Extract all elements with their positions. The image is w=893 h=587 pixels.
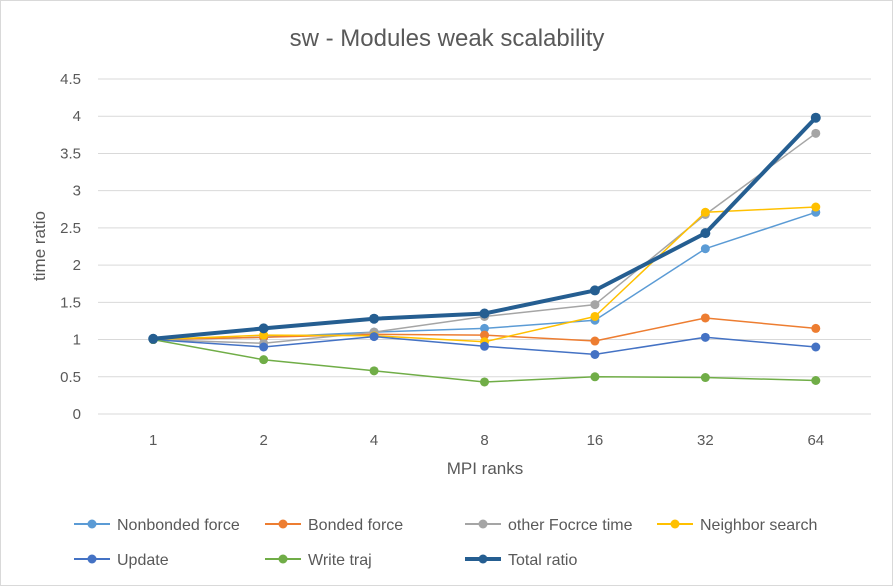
series-layer	[148, 112, 821, 387]
legend-item: Write traj	[265, 552, 372, 569]
data-point	[811, 342, 821, 352]
series-6	[148, 112, 821, 344]
legend-label: Write traj	[308, 552, 372, 569]
data-point	[590, 349, 600, 359]
x-tick-label: 1	[149, 432, 157, 449]
data-point	[259, 355, 269, 365]
y-tick-label: 4.5	[60, 71, 81, 88]
y-tick-label: 4	[73, 108, 81, 125]
y-tick-label: 3.5	[60, 145, 81, 162]
data-point	[480, 377, 489, 387]
legend-item: Neighbor search	[657, 517, 817, 534]
data-point	[590, 336, 600, 346]
x-axis-title: MPI ranks	[447, 459, 524, 478]
data-point	[590, 372, 600, 382]
legend-label: Total ratio	[508, 552, 577, 569]
data-point	[700, 313, 710, 323]
data-point	[811, 376, 821, 385]
x-axis-ticks: 1 2 4 8 16 32 64	[149, 432, 824, 449]
legend-label: Bonded force	[308, 517, 403, 534]
data-point	[700, 244, 710, 254]
legend-swatch-marker	[670, 519, 680, 529]
legend-item: other Focrce time	[465, 517, 633, 534]
legend-label: other Focrce time	[508, 517, 633, 534]
data-point	[590, 311, 600, 321]
x-tick-label: 16	[587, 432, 604, 449]
data-point	[811, 323, 821, 333]
y-tick-label: 2.5	[60, 220, 81, 237]
data-point	[480, 323, 489, 333]
x-tick-label: 2	[259, 432, 267, 449]
data-point	[700, 332, 710, 342]
legend-swatch-marker	[478, 519, 488, 529]
data-point	[259, 342, 269, 352]
gridlines	[98, 78, 871, 415]
series-line	[152, 206, 817, 343]
legend-item: Total ratio	[465, 552, 577, 569]
data-point	[369, 332, 379, 342]
y-tick-label: 2	[73, 257, 81, 274]
legend-swatch-marker	[87, 554, 97, 564]
legend-item: Update	[74, 552, 169, 569]
data-point	[258, 323, 269, 334]
data-point	[811, 128, 821, 138]
legend-swatch-marker	[87, 519, 97, 529]
x-tick-label: 4	[370, 432, 378, 449]
data-point	[369, 366, 379, 376]
y-axis-ticks: 0 0.5 1 1.5 2 2.5 3 3.5 4 4.5	[60, 71, 81, 423]
data-point	[589, 285, 600, 296]
x-tick-label: 64	[807, 432, 824, 449]
data-point	[590, 300, 600, 310]
y-axis-title: time ratio	[30, 211, 49, 281]
y-tick-label: 0	[73, 406, 81, 423]
x-tick-label: 32	[697, 432, 714, 449]
x-tick-label: 8	[480, 432, 488, 449]
legend-swatch-marker	[278, 554, 288, 564]
legend-label: Nonbonded force	[117, 517, 240, 534]
chart-title: sw - Modules weak scalability	[290, 25, 605, 52]
data-point	[479, 308, 490, 319]
legend: Nonbonded force Bonded force other Focrce …	[74, 517, 817, 569]
legend-label: Neighbor search	[700, 517, 817, 534]
y-tick-label: 1	[73, 332, 81, 349]
y-tick-label: 3	[73, 183, 81, 200]
data-point	[480, 330, 489, 340]
data-point	[700, 207, 710, 217]
series-4	[148, 332, 821, 359]
legend-item: Bonded force	[265, 517, 403, 534]
data-point	[700, 373, 710, 383]
data-point	[811, 202, 821, 212]
legend-swatch-marker	[278, 519, 288, 529]
legend-label: Update	[117, 552, 169, 569]
data-point	[810, 112, 821, 123]
y-tick-label: 0.5	[60, 369, 81, 386]
data-point	[480, 341, 489, 351]
data-point	[148, 333, 159, 344]
data-point	[700, 228, 711, 239]
legend-swatch-marker	[478, 554, 488, 564]
data-point	[369, 313, 380, 324]
y-tick-label: 1.5	[60, 294, 81, 311]
legend-item: Nonbonded force	[74, 517, 240, 534]
